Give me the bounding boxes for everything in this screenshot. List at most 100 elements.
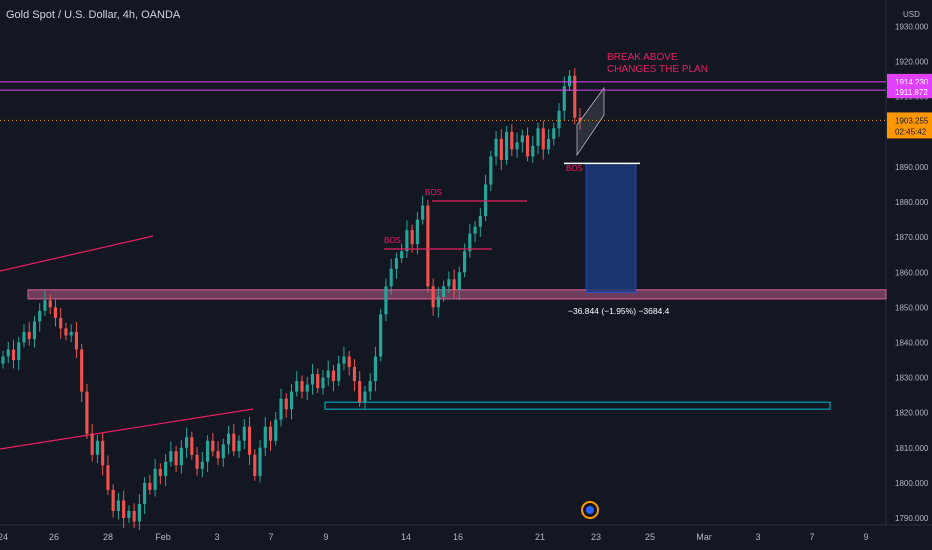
measure-label: −36.844 (−1.95%) −3684.4 [568,306,670,316]
y-tick-label: 1860.000 [895,268,929,277]
candle-body [179,447,183,466]
candle-body [546,138,551,150]
candle-body [158,468,162,476]
candle-body [22,331,26,343]
candle-body [143,482,147,504]
candle-body [463,251,467,273]
candle-body [237,440,241,452]
candle-countdown: 02:45:42 [895,127,927,136]
candle-body [27,331,31,339]
candle-body [573,75,577,118]
wedge-pattern [576,86,605,157]
candle-body [195,454,199,469]
candle-body [358,381,362,403]
candle-body [394,258,398,269]
x-tick-label: 14 [401,532,411,542]
y-tick-label: 1920.000 [895,58,929,67]
candle-body [17,342,21,361]
candle-body [442,286,446,297]
y-tick-label: 1930.000 [895,23,929,32]
candle-body [43,300,47,311]
candle-body [400,251,404,259]
candle-body [447,279,451,287]
candle-body [122,500,126,518]
axis-currency-label: USD [903,10,920,19]
break-above-text: BREAK ABOVE [607,52,678,63]
candle-body [484,184,488,217]
candle-body [95,440,99,455]
candle-body [421,205,425,220]
candle-body [368,381,372,392]
candle-body [185,437,189,448]
candle-body [263,426,267,448]
candle-body [405,230,409,252]
supply-zone [27,289,887,300]
candle-body [379,314,383,357]
candle-body [326,370,330,378]
candle-body [478,216,482,227]
candle-body [410,230,414,245]
candle-body [268,426,273,441]
candle-body [148,482,152,490]
candle-body [11,349,16,361]
x-tick-label: 16 [453,532,463,542]
candle-body [1,356,5,364]
candle-body [169,451,173,462]
candle-body [536,128,540,146]
candle-body [557,110,561,129]
x-tick-label: 21 [535,532,545,542]
candle-body [578,117,582,122]
y-tick-label: 1800.000 [895,479,929,488]
x-tick-label: Mar [696,532,712,542]
candle-body [389,268,393,287]
lower-price-label: 1911.872 [895,88,928,97]
candle-body [426,205,430,287]
candle-body [504,131,509,160]
candle-body [415,219,419,245]
candle-body [59,317,63,329]
candle-body [242,426,246,441]
candle-body [127,510,131,518]
candle-body [221,444,225,459]
candle-body [510,131,514,150]
x-tick-label: 28 [103,532,113,542]
y-tick-label: 1840.000 [895,338,929,347]
bos-label-3: BOS [566,164,583,173]
candle-body [473,226,477,234]
bos-label-1: BOS [384,236,401,245]
y-tick-label: 1870.000 [895,233,929,242]
candle-body [247,426,252,455]
candle-body [200,461,204,469]
candle-body [258,447,262,476]
candle-body [90,433,94,455]
current-price-badge [887,112,932,139]
candle-body [310,374,315,385]
y-tick-label: 1810.000 [895,444,929,453]
candle-body [337,363,341,382]
trend-line-upper [0,235,154,272]
candle-body [489,156,493,185]
candle-body [363,391,367,403]
candle-body [384,286,388,315]
candle-body [321,377,325,389]
y-tick-label: 1820.000 [895,409,929,418]
candle-body [205,440,210,462]
x-tick-label: 24 [0,532,8,542]
candle-body [137,503,141,522]
candle-body [211,440,215,452]
y-tick-label: 1890.000 [895,163,929,172]
x-tick-label: 23 [591,532,601,542]
event-marker-flag-icon [586,506,594,514]
candle-body [352,367,357,382]
short-target-box [585,162,637,294]
candle-body [279,398,283,420]
x-tick-label: 25 [645,532,655,542]
candle-body [531,145,535,157]
candle-body [132,510,136,522]
y-tick-label: 1850.000 [895,303,929,312]
x-tick-label: Feb [155,532,171,542]
candle-body [289,391,294,410]
candle-body [347,356,351,368]
candle-body [111,489,115,511]
